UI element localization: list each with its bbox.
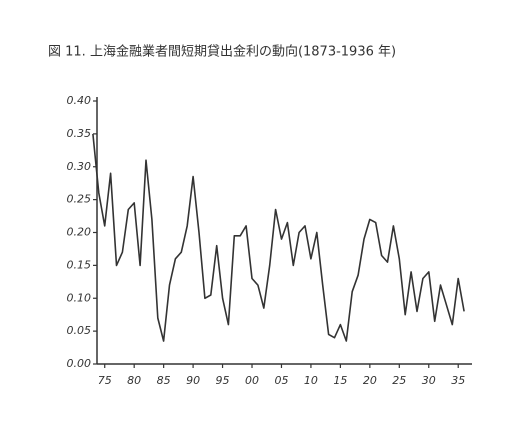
x-tick-label: 95 <box>216 374 230 387</box>
x-tick-label: 85 <box>157 374 171 387</box>
y-tick-label: 0.20 <box>67 226 92 239</box>
chart-title: 図 11. 上海金融業者間短期貸出金利の動向(1873-1936 年) <box>48 44 396 60</box>
x-tick-label: 30 <box>422 374 436 387</box>
x-tick-label: 15 <box>333 374 347 387</box>
y-tick-label: 0.10 <box>67 291 92 304</box>
data-line <box>92 133 465 342</box>
x-tick-label: 20 <box>363 374 377 387</box>
y-tick-label: 0.30 <box>67 160 92 173</box>
y-tick-label: 0.40 <box>67 94 92 107</box>
x-tick-label: 10 <box>304 374 318 387</box>
x-tick-label: 80 <box>127 374 141 387</box>
x-tick-label: 35 <box>451 374 465 387</box>
x-tick-label: 90 <box>186 374 200 387</box>
x-tick-label: 00 <box>245 374 259 387</box>
x-tick-label: 05 <box>274 374 288 387</box>
y-tick-label: 0.00 <box>67 357 92 370</box>
y-tick-label: 0.15 <box>67 258 92 271</box>
y-tick-label: 0.05 <box>67 324 92 337</box>
x-tick-label: 75 <box>98 374 112 387</box>
y-tick-label: 0.25 <box>67 193 92 206</box>
x-tick-label: 25 <box>392 374 406 387</box>
y-tick-label: 0.35 <box>67 127 92 140</box>
